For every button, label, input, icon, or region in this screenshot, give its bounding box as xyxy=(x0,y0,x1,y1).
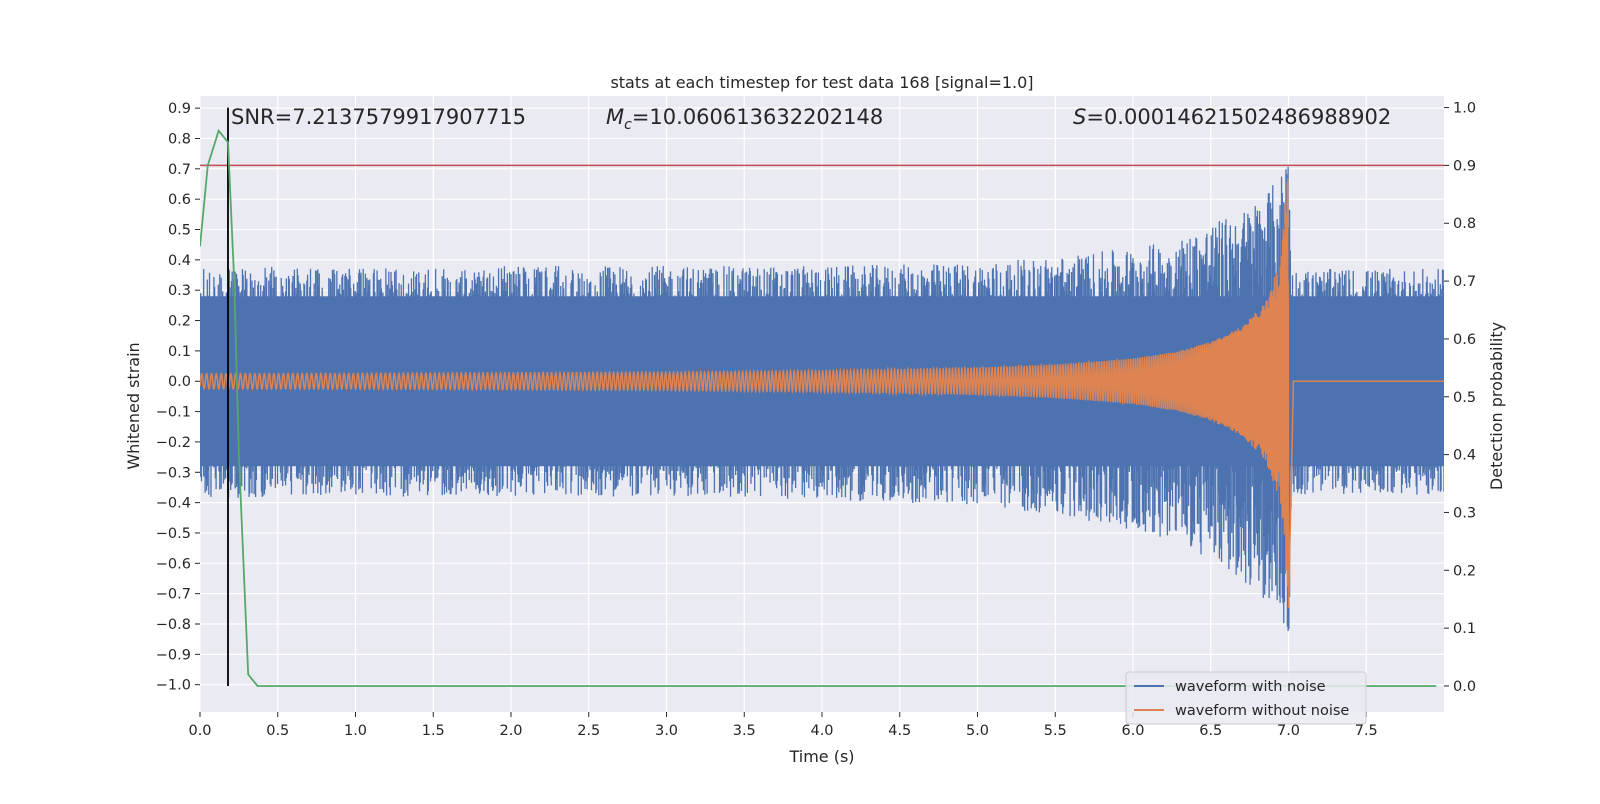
s-value: =0.00014621502486988902 xyxy=(1086,105,1391,129)
y-tick-label: 0.5 xyxy=(168,223,191,239)
y-tick-label: 0.2 xyxy=(168,314,191,330)
x-tick-label: 0.0 xyxy=(188,723,211,739)
chirp-mass-value: =10.060613632202148 xyxy=(632,105,883,129)
x-tick-label: 2.0 xyxy=(499,723,522,739)
y-tick-label: 0.4 xyxy=(168,253,191,269)
y-tick-label: 0.3 xyxy=(168,283,191,299)
series-layer xyxy=(200,107,1444,687)
y-tick-label: −0.7 xyxy=(156,587,191,603)
y2-tick-label: 0.0 xyxy=(1453,679,1476,695)
x-tick-label: 7.5 xyxy=(1355,723,1378,739)
y2-tick-label: 0.7 xyxy=(1453,274,1476,290)
legend: waveform with noise waveform without noi… xyxy=(1125,671,1367,725)
y-tick-label: 0.1 xyxy=(168,344,191,360)
y2-tick-label: 0.9 xyxy=(1453,158,1476,174)
y-tick-label: −0.1 xyxy=(156,405,191,421)
y-tick-label: 0.0 xyxy=(168,374,191,390)
y-axis-left: 0.9 0.8 0.7 0.6 0.5 0.4 0.3 0.2 0.1 0.0 −0.1 −0.2 −0… xyxy=(156,101,200,694)
x-tick-label: 4.0 xyxy=(810,723,833,739)
x-tick-label: 5.0 xyxy=(966,723,989,739)
legend-noise-label: waveform with noise xyxy=(1175,679,1326,695)
y2-axis-label: Detection probability xyxy=(1487,322,1506,490)
y-tick-label: 0.7 xyxy=(168,162,191,178)
y-tick-label: −0.9 xyxy=(156,647,191,663)
chirp-mass-symbol: M xyxy=(606,105,624,129)
waveform-without-noise-line xyxy=(200,178,1444,608)
y-tick-label: −0.8 xyxy=(156,617,191,633)
snr-annotation: SNR=7.2137579917907715 xyxy=(231,105,526,129)
y-tick-label: −0.4 xyxy=(156,496,191,512)
y2-tick-label: 0.6 xyxy=(1453,332,1476,348)
s-annotation: S=0.00014621502486988902 xyxy=(1073,105,1391,129)
y-tick-label: −0.2 xyxy=(156,435,191,451)
x-tick-label: 6.5 xyxy=(1199,723,1222,739)
x-tick-label: 7.0 xyxy=(1277,723,1300,739)
detection-probability-line xyxy=(200,128,1437,687)
x-axis-label: Time (s) xyxy=(788,747,854,766)
legend-box xyxy=(1125,671,1367,725)
y-tick-label: −1.0 xyxy=(156,678,191,694)
y-axis-right: 1.0 0.9 0.8 0.7 0.6 0.5 0.4 0.3 0.2 0.1 0.0 xyxy=(1444,101,1476,695)
y2-tick-label: 0.8 xyxy=(1453,216,1476,232)
x-tick-label: 1.0 xyxy=(344,723,367,739)
x-tick-label: 6.0 xyxy=(1121,723,1144,739)
y2-tick-label: 0.5 xyxy=(1453,390,1476,406)
legend-clean-label: waveform without noise xyxy=(1175,703,1349,719)
x-tick-label: 0.5 xyxy=(266,723,289,739)
y-axis-label: Whitened strain xyxy=(124,342,143,469)
y-tick-label: 0.6 xyxy=(168,192,191,208)
s-symbol: S xyxy=(1073,105,1086,129)
x-axis: 0.0 0.5 1.0 1.5 2.0 2.5 3.0 3.5 4.0 4.5 5.0 5.5 6.0 6… xyxy=(188,712,1378,739)
y-tick-label: −0.5 xyxy=(156,526,191,542)
x-tick-label: 1.5 xyxy=(422,723,445,739)
y2-tick-label: 1.0 xyxy=(1453,101,1476,117)
chart-title: stats at each timestep for test data 168… xyxy=(610,73,1033,92)
y-tick-label: −0.3 xyxy=(156,465,191,481)
y2-tick-label: 0.4 xyxy=(1453,448,1476,464)
y-tick-label: 0.9 xyxy=(168,101,191,117)
x-tick-label: 3.5 xyxy=(733,723,756,739)
y2-tick-label: 0.2 xyxy=(1453,563,1476,579)
x-tick-label: 3.0 xyxy=(655,723,678,739)
x-tick-label: 4.5 xyxy=(888,723,911,739)
chirp-mass-annotation: Mc=10.060613632202148 xyxy=(606,105,883,133)
x-tick-label: 5.5 xyxy=(1044,723,1067,739)
y2-tick-label: 0.1 xyxy=(1453,621,1476,637)
x-tick-label: 2.5 xyxy=(577,723,600,739)
chirp-mass-subscript: c xyxy=(624,117,632,133)
y-tick-label: −0.6 xyxy=(156,556,191,572)
y-tick-label: 0.8 xyxy=(168,131,191,147)
y2-tick-label: 0.3 xyxy=(1453,505,1476,521)
